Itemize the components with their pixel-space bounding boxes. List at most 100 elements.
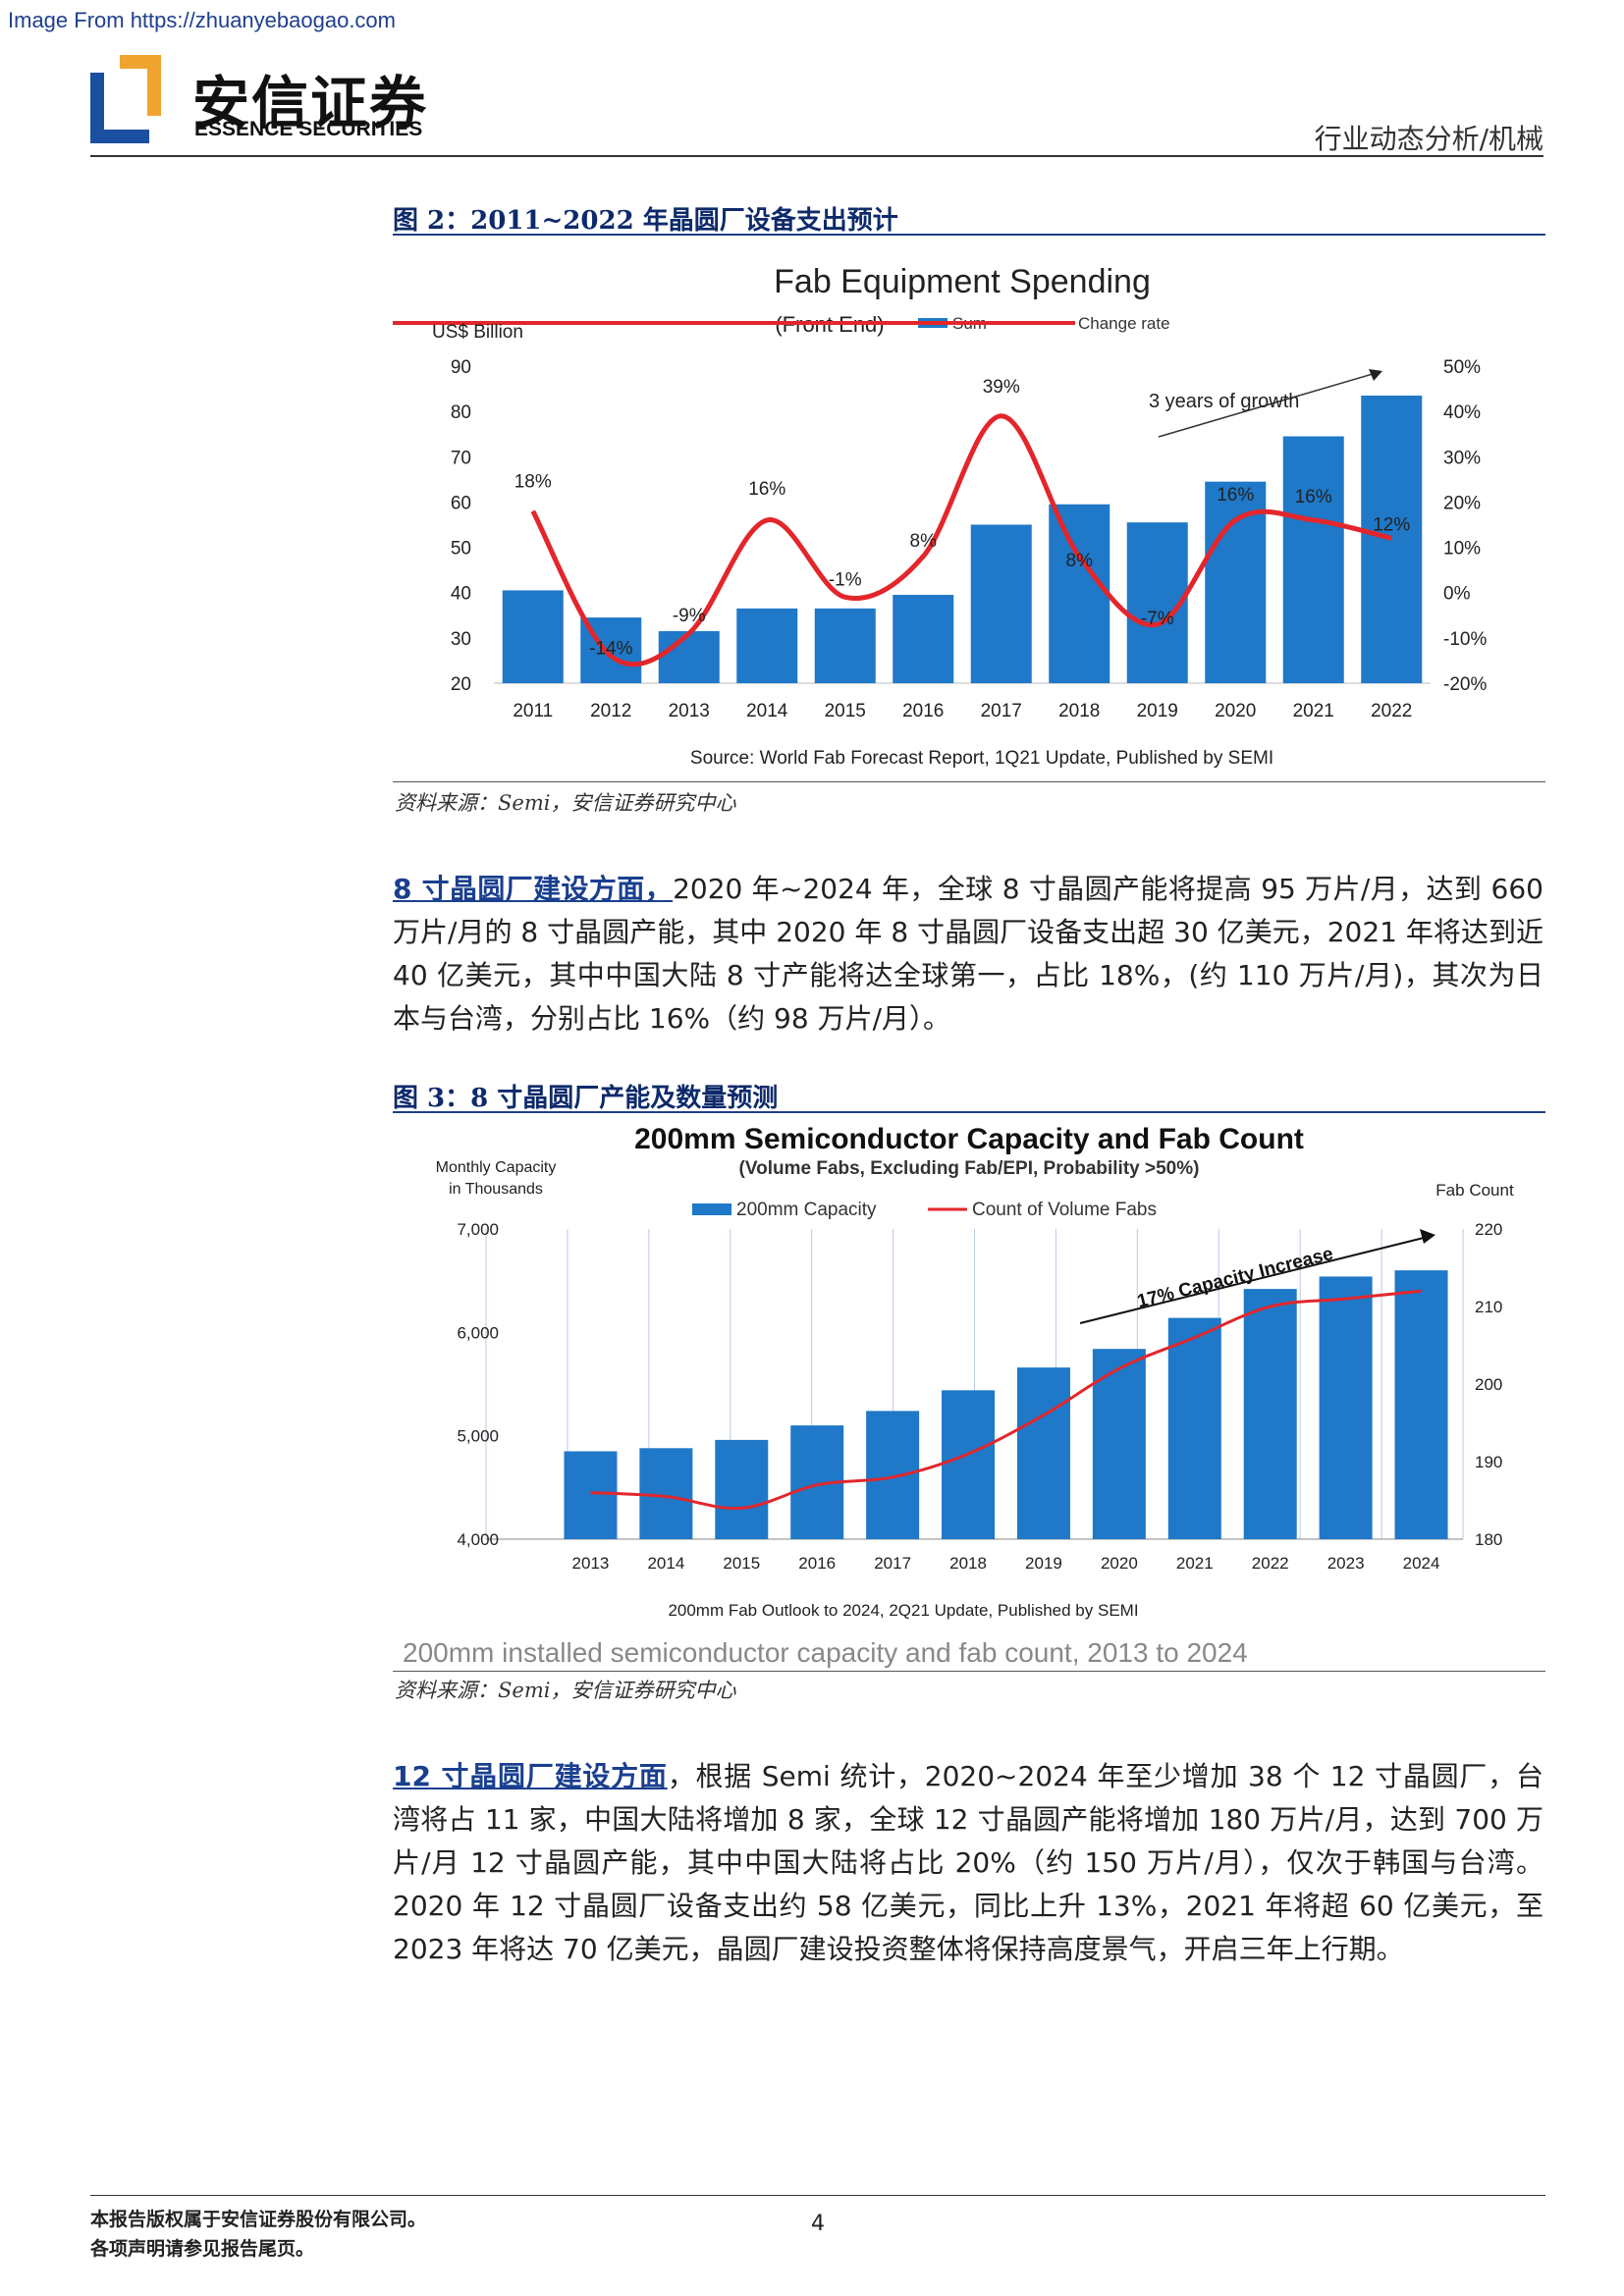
chart1-y2tick: 20% <box>1443 493 1481 513</box>
chart1-bar <box>893 595 954 683</box>
chart2-xtick: 2019 <box>1025 1554 1062 1573</box>
capacity-arrow <box>1079 1237 1425 1324</box>
paragraph-12inch-body: ，根据 Semi 统计，2020~2024 年至少增加 38 个 12 寸晶圆厂… <box>393 1760 1543 1965</box>
fab-equipment-chart: Fab Equipment Spending (Front End) Sum C… <box>393 263 1487 769</box>
chart1-xtick: 2012 <box>590 701 631 721</box>
page-number: 4 <box>811 2212 825 2236</box>
chart1-y2tick: 50% <box>1443 357 1481 378</box>
chart2-subtitle: (Volume Fabs, Excluding Fab/EPI, Probabi… <box>739 1158 1200 1179</box>
chart2-ytick: 7,000 <box>457 1220 499 1239</box>
chart2-y2tick: 200 <box>1475 1375 1502 1394</box>
chart2-xtick: 2024 <box>1403 1554 1440 1573</box>
chart1-xtick: 2020 <box>1215 701 1256 721</box>
growth-annotation: 3 years of growth <box>1149 391 1299 412</box>
chart1-data-label: -1% <box>829 569 862 590</box>
chart1-bar <box>1282 436 1344 683</box>
growth-arrowhead <box>1369 369 1382 381</box>
figure2-title: 图 2：2011~2022 年晶圆厂设备支出预计 <box>393 206 898 236</box>
report-category: 行业动态分析/机械 <box>1314 123 1543 155</box>
chart2-xtick: 2017 <box>874 1554 911 1573</box>
chart1-xtick: 2013 <box>669 701 710 721</box>
chart2-xtick: 2022 <box>1252 1554 1289 1573</box>
chart1-data-label: 16% <box>1295 487 1332 507</box>
chart2-xtick: 2023 <box>1327 1554 1365 1573</box>
essence-logo-icon <box>90 55 161 143</box>
footer-disclaimer: 各项声明请参见报告尾页。 <box>90 2238 315 2260</box>
chart1-source-note: Source: World Fab Forecast Report, 1Q21 … <box>690 748 1273 769</box>
chart2-title: 200mm Semiconductor Capacity and Fab Cou… <box>634 1123 1304 1155</box>
paragraph-12inch-lead: 12 寸晶圆厂建设方面 <box>393 1760 668 1792</box>
paragraph-8inch: 8 寸晶圆厂建设方面，2020 年~2024 年，全球 8 寸晶圆产能将提高 9… <box>393 868 1543 1041</box>
legend-capacity-label: 200mm Capacity <box>736 1200 877 1220</box>
figure2-source-divider <box>393 781 1545 782</box>
figure3-source-divider <box>393 1671 1545 1672</box>
chart2-source-note: 200mm Fab Outlook to 2024, 2Q21 Update, … <box>668 1601 1138 1620</box>
chart1-ytick: 20 <box>451 674 471 695</box>
paragraph-12inch: 12 寸晶圆厂建设方面，根据 Semi 统计，2020~2024 年至少增加 3… <box>393 1755 1543 1971</box>
chart1-bar <box>658 630 720 683</box>
chart1-xtick: 2017 <box>981 701 1022 721</box>
legend-count-label: Count of Volume Fabs <box>972 1200 1157 1220</box>
chart1-xtick: 2015 <box>825 701 866 721</box>
chart1-y2tick: 40% <box>1443 402 1481 423</box>
chart1-ylabel: US$ Billion <box>432 322 523 343</box>
chart1-data-label: -9% <box>673 606 706 626</box>
capacity-arrowhead <box>1420 1229 1435 1244</box>
chart2-bar <box>1092 1349 1146 1539</box>
chart2-ylabel-line1: Monthly Capacity <box>436 1159 557 1176</box>
logo-chinese-name: 安信证券 <box>192 70 429 136</box>
growth-arrow <box>1158 373 1374 438</box>
chart2-y2tick: 210 <box>1475 1298 1502 1316</box>
paragraph-8inch-body: 2020 年~2024 年，全球 8 寸晶圆产能将提高 95 万片/月，达到 6… <box>393 873 1543 1035</box>
chart1-ytick: 30 <box>451 629 471 650</box>
chart1-ytick: 90 <box>451 357 471 378</box>
chart2-ytick: 6,000 <box>457 1323 499 1342</box>
chart1-data-label: 8% <box>1066 551 1094 571</box>
chart1-xtick: 2021 <box>1293 701 1334 721</box>
chart2-y2label: Fab Count <box>1435 1181 1514 1200</box>
chart2-bar <box>942 1390 996 1539</box>
figure2-source: 资料来源：Semi，安信证券研究中心 <box>395 791 736 815</box>
paragraph-8inch-lead: 8 寸晶圆厂建设方面， <box>393 873 674 905</box>
capacity-fabcount-chart: 200mm Semiconductor Capacity and Fab Cou… <box>403 1123 1514 1668</box>
legend-change-label: Change rate <box>1078 314 1170 333</box>
chart1-data-label: 8% <box>910 531 938 552</box>
chart2-bar <box>866 1411 920 1539</box>
chart1-bar <box>814 608 876 683</box>
footer-copyright: 本报告版权属于安信证券股份有限公司。 <box>90 2209 427 2230</box>
chart1-xtick: 2011 <box>513 701 553 721</box>
chart2-bar <box>1167 1317 1221 1539</box>
chart1-bar <box>1361 395 1423 683</box>
chart2-y2tick: 180 <box>1475 1530 1502 1549</box>
logo-english-name: ESSENCE SECURITIES <box>194 118 423 140</box>
chart1-xtick: 2022 <box>1371 701 1412 721</box>
chart2-xtick: 2015 <box>723 1554 760 1573</box>
header-divider <box>90 155 1543 157</box>
chart2-xtick: 2013 <box>572 1554 610 1573</box>
chart1-y2tick: 30% <box>1443 448 1481 468</box>
chart2-fab-count-line <box>590 1289 1422 1511</box>
chart1-ytick: 40 <box>451 584 471 605</box>
chart2-bar <box>1016 1367 1070 1539</box>
chart1-data-label: 39% <box>983 377 1020 398</box>
chart1-y2tick: -10% <box>1443 629 1487 650</box>
chart2-bar <box>1243 1289 1297 1539</box>
chart2-ylabel-line2: in Thousands <box>449 1181 543 1198</box>
figure2-title-divider <box>393 234 1545 236</box>
chart1-ytick: 80 <box>451 402 471 423</box>
chart1-data-label: -7% <box>1141 609 1174 629</box>
chart1-data-label: -14% <box>589 638 632 659</box>
chart1-y2tick: 0% <box>1443 584 1471 605</box>
chart1-bar <box>1049 504 1110 683</box>
chart2-ytick: 5,000 <box>457 1427 499 1446</box>
chart2-bar <box>564 1451 618 1539</box>
chart1-title: Fab Equipment Spending <box>774 263 1151 300</box>
chart1-bar <box>970 524 1032 683</box>
chart1-xtick: 2018 <box>1058 701 1100 721</box>
chart2-xtick: 2020 <box>1101 1554 1138 1573</box>
chart1-xtick: 2016 <box>902 701 944 721</box>
figure3-title-divider <box>393 1111 1545 1113</box>
chart1-ytick: 70 <box>451 448 471 468</box>
figure3-source: 资料来源：Semi，安信证券研究中心 <box>395 1679 736 1702</box>
chart2-xtick: 2014 <box>647 1554 684 1573</box>
